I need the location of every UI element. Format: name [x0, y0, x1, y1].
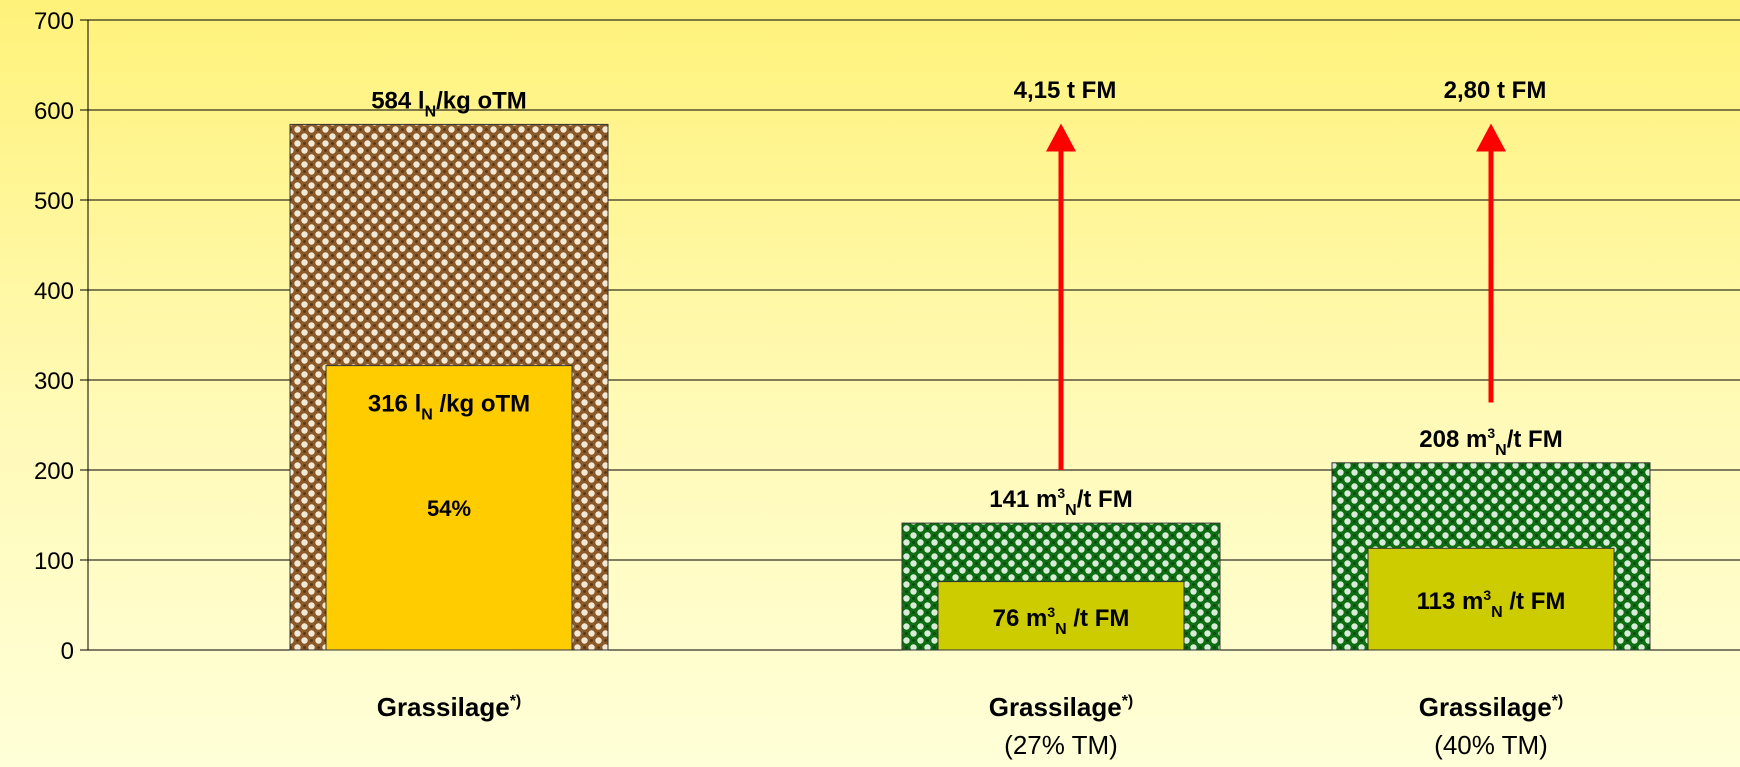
- category-labels: Grassilage*) Grassilage*) (27% TM) Grassila…: [377, 692, 1564, 760]
- y-tick-label: 400: [34, 278, 74, 305]
- arrow-head-1: [1046, 123, 1076, 152]
- category-label-3: Grassilage*): [1419, 692, 1564, 722]
- bar-inner-1: [325, 365, 573, 651]
- y-tick-label: 200: [34, 458, 74, 485]
- category-label-2: Grassilage*): [989, 692, 1134, 722]
- category-sublabel-2: (27% TM): [1004, 730, 1118, 760]
- percent-label: 54%: [427, 496, 471, 521]
- arrow-label-1: 4,15 t FM: [1014, 77, 1117, 104]
- bar-inner-label-3: 113 m3N /t FM: [1417, 587, 1566, 621]
- bar-inner-label-1: 316 lN /kg oTM: [368, 391, 530, 424]
- bar-inner-label-2: 76 m3N /t FM: [993, 604, 1130, 638]
- arrow-head-2: [1476, 123, 1506, 152]
- y-tick-label: 500: [34, 188, 74, 215]
- data-labels: 584 lN/kg oTM 316 lN /kg oTM 141 m3N/t FM 7…: [368, 77, 1566, 638]
- y-tick-label: 300: [34, 368, 74, 395]
- y-tick-label: 600: [34, 98, 74, 125]
- arrow-label-2: 2,80 t FM: [1444, 77, 1547, 104]
- bars: [289, 123, 1651, 651]
- bar-outer-label-1: 584 lN/kg oTM: [371, 87, 527, 120]
- y-tick-label: 0: [61, 638, 74, 665]
- y-tick-label: 700: [34, 8, 74, 35]
- bar-outer-label-3: 208 m3N/t FM: [1419, 425, 1562, 459]
- annotation-arrows: [1046, 123, 1506, 470]
- bar-inner-3: [1367, 547, 1615, 651]
- bar-outer-label-2: 141 m3N/t FM: [989, 485, 1132, 519]
- category-sublabel-3: (40% TM): [1434, 730, 1548, 760]
- category-label-1: Grassilage*): [377, 692, 522, 722]
- bar-inner-2: [937, 581, 1185, 651]
- y-tick-label: 100: [34, 548, 74, 575]
